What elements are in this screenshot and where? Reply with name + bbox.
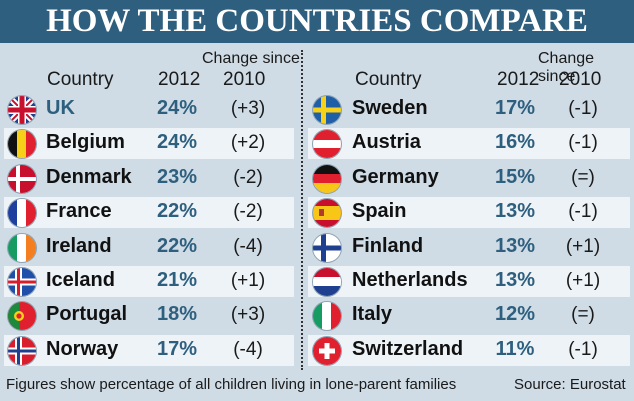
country-name: Iceland [46,269,115,291]
table-row-uk: UK 24% (+3) [4,94,294,125]
value-2012: 13% [494,234,536,257]
value-2012: 15% [494,165,536,188]
value-2012: 13% [494,200,536,223]
country-name: Italy [352,303,393,326]
table-row-netherlands: Netherlands 13% (+1) [308,266,630,297]
country-name: Sweden [352,97,428,119]
country-name: Spain [352,200,407,223]
country-name: Denmark [46,165,132,188]
value-2012: 24% [156,131,198,154]
change-since-2010: (+1) [565,270,601,291]
change-since-2010: (-1) [568,132,598,154]
value-2012: 11% [495,337,535,360]
belgium-flag-icon [8,130,36,159]
header-change-since-right: Change since [538,50,595,85]
change-since-2010: (-4) [233,338,263,360]
table-row-denmark: Denmark 23% (-2) [4,163,294,194]
country-name: Finland [352,234,424,257]
change-since-2010: (-1) [568,338,598,360]
header-year-left: 2012 [158,69,201,90]
austria-flag-icon [313,130,341,159]
switzerland-flag-icon [313,336,341,365]
finland-flag-icon [313,233,341,262]
country-name: UK [46,97,75,119]
table-row-finland: Finland 13% (+1) [308,232,630,263]
table-row-iceland: Iceland 21% (+1) [4,266,294,297]
value-2012: 18% [156,303,198,326]
table-row-sweden: Sweden 17% (-1) [308,94,630,125]
country-name: Norway [46,337,119,360]
change-since-2010: (=) [571,166,595,188]
germany-flag-icon [313,164,341,193]
change-since-2010: (-2) [233,201,263,223]
change-since-2010: (+2) [230,132,266,154]
country-name: Austria [352,131,421,154]
spain-flag-icon [313,199,341,228]
netherlands-flag-icon [313,268,341,296]
value-2012: 17% [156,337,198,360]
table-row-germany: Germany 15% (=) [308,163,630,194]
header-country-left: Country [47,69,114,90]
country-name: Switzerland [352,337,464,360]
header-country-right: Country [355,69,422,90]
table-row-switzerland: Switzerland 11% (-1) [308,334,630,366]
table-row-portugal: Portugal 18% (+3) [4,300,294,331]
footer-source: Source: Eurostat [514,376,626,393]
header-change-year-right: 2010 [559,69,602,90]
table-row-austria: Austria 16% (-1) [308,128,630,160]
country-name: France [46,200,112,223]
italy-flag-icon [313,302,341,331]
value-2012: 12% [494,303,536,326]
header-change-since-left: Change since [202,50,300,67]
table-row-norway: Norway 17% (-4) [4,334,294,366]
change-since-2010: (+3) [230,98,266,119]
sweden-flag-icon [313,96,341,124]
france-flag-icon [8,199,36,228]
norway-flag-icon [8,336,36,365]
table-row-spain: Spain 13% (-1) [308,197,630,229]
change-since-2010: (+1) [230,270,266,291]
header-year-right: 2012 [497,69,540,90]
value-2012: 21% [156,269,198,291]
country-name: Netherlands [352,269,468,291]
change-since-2010: (-1) [568,98,598,119]
header-change-year-left: 2010 [223,69,266,90]
value-2012: 17% [494,97,536,119]
value-2012: 13% [494,269,536,291]
ireland-flag-icon [8,233,36,262]
table-row-belgium: Belgium 24% (+2) [4,128,294,160]
iceland-flag-icon [8,268,36,296]
country-name: Belgium [46,131,125,154]
change-since-2010: (-1) [568,201,598,223]
uk-flag-icon [8,96,36,124]
country-name: Germany [352,165,439,188]
column-divider [301,50,303,370]
country-name: Portugal [46,303,128,326]
value-2012: 22% [156,234,198,257]
title-bar [0,0,634,43]
change-since-2010: (+1) [565,235,601,257]
change-since-2010: (-2) [233,166,263,188]
value-2012: 23% [156,165,198,188]
table-row-france: France 22% (-2) [4,197,294,229]
value-2012: 16% [494,131,536,154]
change-since-2010: (-4) [233,235,263,257]
page-title: HOW THE COUNTRIES COMPARE [46,3,588,39]
footer-note: Figures show percentage of all children … [6,376,457,393]
country-name: Ireland [46,234,112,257]
change-since-2010: (=) [571,304,595,326]
table-row-italy: Italy 12% (=) [308,300,630,331]
change-since-2010: (+3) [230,304,266,326]
denmark-flag-icon [8,164,36,193]
table-row-ireland: Ireland 22% (-4) [4,232,294,263]
portugal-flag-icon [8,302,36,331]
value-2012: 22% [156,200,198,223]
value-2012: 24% [156,97,198,119]
